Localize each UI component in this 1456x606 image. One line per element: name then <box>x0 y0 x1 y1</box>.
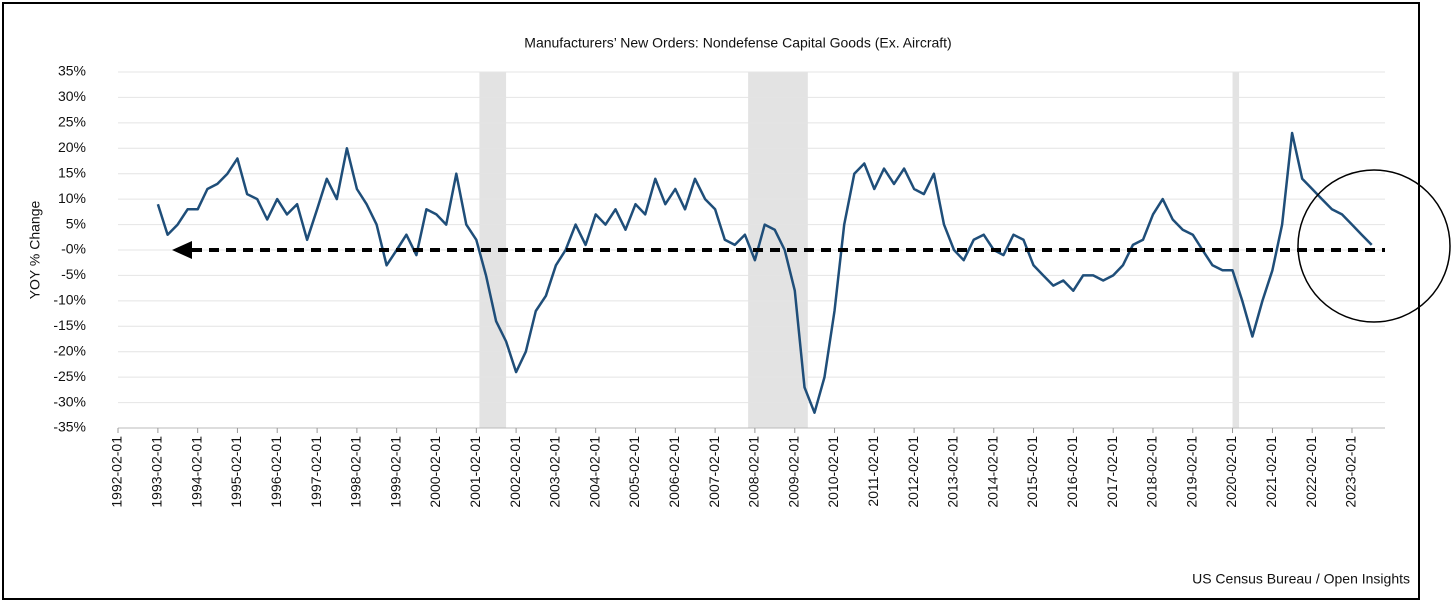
x-tick-label: 2012-02-01 <box>905 436 921 508</box>
y-tick-label: -35% <box>53 419 86 435</box>
x-tick-label: 2004-02-01 <box>586 436 602 508</box>
chart-title: Manufacturers’ New Orders: Nondefense Ca… <box>524 35 951 51</box>
x-tick-label: 2002-02-01 <box>507 436 523 508</box>
y-tick-label: 35% <box>58 63 86 79</box>
x-tick-label: 2010-02-01 <box>825 436 841 508</box>
x-tick-label: 2006-02-01 <box>666 436 682 508</box>
x-tick-label: 1995-02-01 <box>228 436 244 508</box>
highlight-circle <box>1297 169 1451 323</box>
x-tick-label: 2014-02-01 <box>984 436 1000 508</box>
x-tick-label: 1994-02-01 <box>188 436 204 508</box>
x-tick-label: 2018-02-01 <box>1144 436 1160 508</box>
x-tick-label: 2011-02-01 <box>865 436 881 507</box>
y-tick-label: 20% <box>58 139 86 155</box>
y-axis-label: YOY % Change <box>27 201 43 300</box>
x-tick-label: 2021-02-01 <box>1263 436 1279 508</box>
x-tick-label: 2003-02-01 <box>547 436 563 508</box>
y-tick-label: -15% <box>53 317 86 333</box>
x-tick-label: 1996-02-01 <box>268 436 284 508</box>
x-tick-label: 2017-02-01 <box>1104 436 1120 508</box>
x-tick-label: 2020-02-01 <box>1223 436 1239 508</box>
x-tick-label: 2007-02-01 <box>706 436 722 508</box>
y-tick-label: -0% <box>61 241 86 257</box>
x-tick-label: 2005-02-01 <box>626 436 642 508</box>
y-tick-label: 5% <box>66 215 86 231</box>
y-tick-label: -20% <box>53 342 86 358</box>
x-tick-label: 2008-02-01 <box>746 436 762 508</box>
x-tick-label: 2009-02-01 <box>785 436 801 508</box>
x-tick-label: 1998-02-01 <box>348 436 364 508</box>
y-tick-label: -5% <box>61 266 86 282</box>
x-tick-label: 2001-02-01 <box>467 436 483 508</box>
x-tick-label: 1992-02-01 <box>109 436 125 508</box>
x-tick-label: 2000-02-01 <box>427 436 443 508</box>
x-tick-label: 1997-02-01 <box>308 436 324 508</box>
arrow-head <box>172 241 192 259</box>
x-tick-label: 2023-02-01 <box>1343 436 1359 508</box>
x-tick-label: 2015-02-01 <box>1024 436 1040 508</box>
source: US Census Bureau / Open Insights <box>1192 571 1410 587</box>
y-tick-label: -10% <box>53 292 86 308</box>
data-line <box>156 131 1373 414</box>
x-tick-label: 2016-02-01 <box>1064 436 1080 508</box>
x-tick-label: 1993-02-01 <box>149 436 165 508</box>
x-tick-label: 2019-02-01 <box>1183 436 1199 508</box>
x-tick-label: 2022-02-01 <box>1303 436 1319 508</box>
x-tick-label: 1999-02-01 <box>387 436 403 508</box>
x-tick-label: 2013-02-01 <box>945 436 961 508</box>
y-tick-label: -25% <box>53 368 86 384</box>
y-tick-label: -30% <box>53 393 86 409</box>
y-tick-label: 30% <box>58 88 86 104</box>
y-tick-label: 15% <box>58 164 86 180</box>
y-tick-label: 25% <box>58 114 86 130</box>
y-tick-label: 10% <box>58 190 86 206</box>
